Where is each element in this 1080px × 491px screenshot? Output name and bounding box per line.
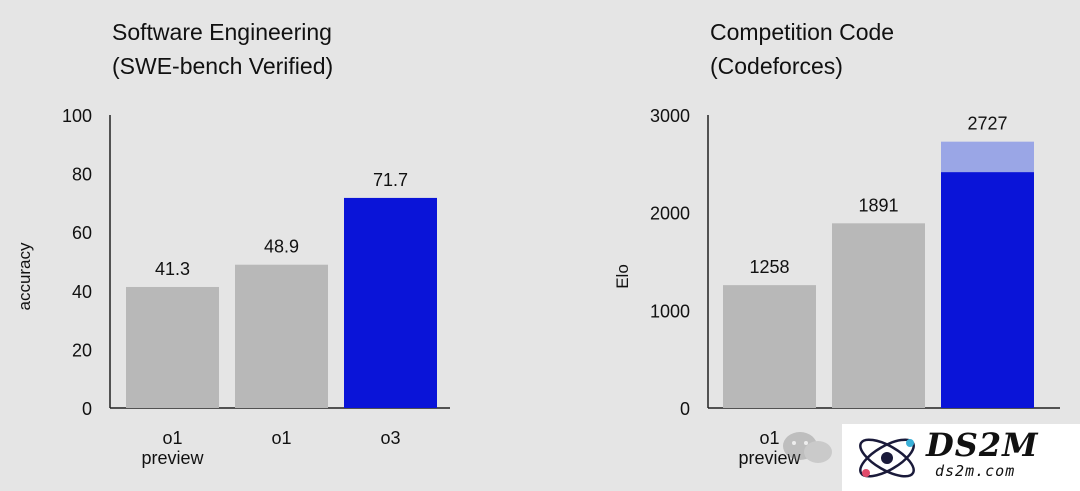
watermark-domain: ds2m.com — [935, 462, 1016, 480]
x-tick-label: preview — [141, 448, 204, 468]
data-label: 41.3 — [155, 259, 190, 279]
y-tick-label: 2000 — [650, 204, 690, 224]
data-label: 1258 — [749, 257, 789, 277]
y-tick-label: 0 — [82, 399, 92, 419]
chart-subtitle: (SWE-bench Verified) — [112, 53, 333, 79]
y-tick-label: 60 — [72, 223, 92, 243]
watermark-brand: DS2M — [926, 426, 1039, 464]
chart-title: Competition Code — [710, 19, 894, 45]
bar — [235, 264, 328, 408]
x-tick-label: preview — [738, 448, 801, 468]
bar-segment-top — [941, 141, 1034, 173]
y-tick-label: 100 — [62, 106, 92, 126]
y-tick-label: 3000 — [650, 106, 690, 126]
data-label: 71.7 — [373, 170, 408, 190]
bar — [344, 197, 437, 408]
y-axis-label: accuracy — [15, 242, 34, 311]
y-axis-label: Elo — [613, 264, 632, 289]
y-tick-label: 0 — [680, 399, 690, 419]
chart-title: Software Engineering — [112, 19, 332, 45]
chart-subtitle: (Codeforces) — [710, 53, 843, 79]
y-tick-label: 40 — [72, 282, 92, 302]
data-label: 2727 — [967, 114, 1007, 134]
x-tick-label: o1 — [162, 428, 182, 448]
bar — [941, 172, 1034, 408]
atom-logo-icon — [859, 438, 915, 478]
bar — [832, 223, 925, 408]
wechat-icon — [783, 432, 832, 463]
y-tick-label: 1000 — [650, 301, 690, 321]
y-tick-label: 80 — [72, 165, 92, 185]
bar — [723, 285, 816, 408]
x-tick-label: o3 — [380, 428, 400, 448]
y-tick-label: 20 — [72, 340, 92, 360]
data-label: 1891 — [858, 195, 898, 215]
x-tick-label: o1 — [759, 428, 779, 448]
bar — [126, 286, 219, 408]
data-label: 48.9 — [264, 237, 299, 257]
x-tick-label: o1 — [271, 428, 291, 448]
